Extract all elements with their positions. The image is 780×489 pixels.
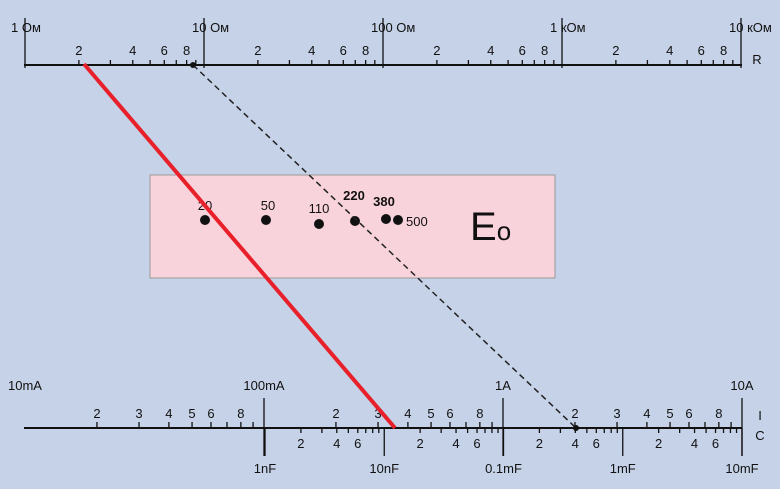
minor-label: 6 (698, 43, 705, 58)
capacitance-minor-label: 4 (452, 436, 459, 451)
capacitance-minor-label: 6 (712, 436, 719, 451)
capacitance-minor-label: 4 (572, 436, 579, 451)
capacitance-minor-label: 2 (655, 436, 662, 451)
capacitance-label: 10nF (369, 461, 399, 476)
voltage-label: 380 (373, 194, 395, 209)
minor-label: 6 (519, 43, 526, 58)
e-main: E (470, 205, 497, 249)
capacitance-label: 1nF (254, 461, 276, 476)
capacitance-label: 1mF (610, 461, 636, 476)
minor-label: 4 (487, 43, 494, 58)
minor-label: 2 (75, 43, 82, 58)
minor-label: 8 (720, 43, 727, 58)
red-line (82, 62, 397, 430)
minor-label: 2 (612, 43, 619, 58)
minor-label: 2 (433, 43, 440, 58)
current-minor-label: 2 (93, 406, 100, 421)
capacitance-minor-label: 6 (354, 436, 361, 451)
minor-label: 4 (129, 43, 136, 58)
voltage-label: 500 (406, 214, 428, 229)
voltage-point (381, 214, 391, 224)
current-minor-label: 2 (571, 406, 578, 421)
decade-label: 10 кОм (729, 20, 772, 35)
capacitance-minor-label: 2 (297, 436, 304, 451)
current-minor-label: 6 (207, 406, 214, 421)
current-minor-label: 8 (715, 406, 722, 421)
e-label: Eo (470, 205, 511, 249)
scale-name: I (758, 408, 762, 423)
voltage-label: 50 (261, 198, 275, 213)
capacitance-minor-label: 4 (691, 436, 698, 451)
minor-label: 8 (183, 43, 190, 58)
current-minor-label: 5 (427, 406, 434, 421)
current-minor-label: 3 (374, 406, 381, 421)
current-minor-label: 6 (446, 406, 453, 421)
voltage-point (350, 216, 360, 226)
current-minor-label: 6 (685, 406, 692, 421)
capacitance-minor-label: 2 (417, 436, 424, 451)
minor-label: 4 (308, 43, 315, 58)
current-minor-label: 8 (476, 406, 483, 421)
capacitance-minor-label: 6 (473, 436, 480, 451)
voltage-point (261, 215, 271, 225)
minor-label: 8 (541, 43, 548, 58)
current-minor-label: 5 (666, 406, 673, 421)
capacitance-label: 10mF (725, 461, 758, 476)
current-minor-label: 5 (188, 406, 195, 421)
minor-label: 6 (161, 43, 168, 58)
capacitance-label: 0.1mF (485, 461, 522, 476)
voltage-point (314, 219, 324, 229)
capacitance-minor-label: 6 (593, 436, 600, 451)
minor-label: 6 (340, 43, 347, 58)
current-label: 100mA (243, 378, 285, 393)
decade-label: 1 кОм (550, 20, 586, 35)
capacitance-minor-label: 2 (536, 436, 543, 451)
current-minor-label: 8 (237, 406, 244, 421)
dashed-line (192, 64, 577, 429)
scale-name: R (752, 52, 761, 67)
decade-label: 10 Ом (192, 20, 229, 35)
current-minor-label: 4 (404, 406, 411, 421)
current-minor-label: 4 (165, 406, 172, 421)
minor-label: 8 (362, 43, 369, 58)
decade-label: 1 Ом (11, 20, 41, 35)
point (573, 425, 579, 431)
voltage-point (200, 215, 210, 225)
current-label: 1A (495, 378, 511, 393)
voltage-label: 220 (343, 188, 365, 203)
capacitance-minor-label: 4 (333, 436, 340, 451)
minor-label: 4 (666, 43, 673, 58)
current-minor-label: 2 (332, 406, 339, 421)
scale-name: C (755, 428, 764, 443)
current-minor-label: 3 (613, 406, 620, 421)
current-label: 10A (730, 378, 753, 393)
voltage-label: 110 (309, 201, 330, 216)
voltage-box (149, 174, 556, 279)
current-minor-label: 4 (643, 406, 650, 421)
voltage-point (393, 215, 403, 225)
current-label: 10mA (8, 378, 42, 393)
current-minor-label: 3 (135, 406, 142, 421)
e-sub: o (497, 216, 511, 246)
point (190, 62, 196, 68)
minor-label: 2 (254, 43, 261, 58)
decade-label: 100 Ом (371, 20, 415, 35)
